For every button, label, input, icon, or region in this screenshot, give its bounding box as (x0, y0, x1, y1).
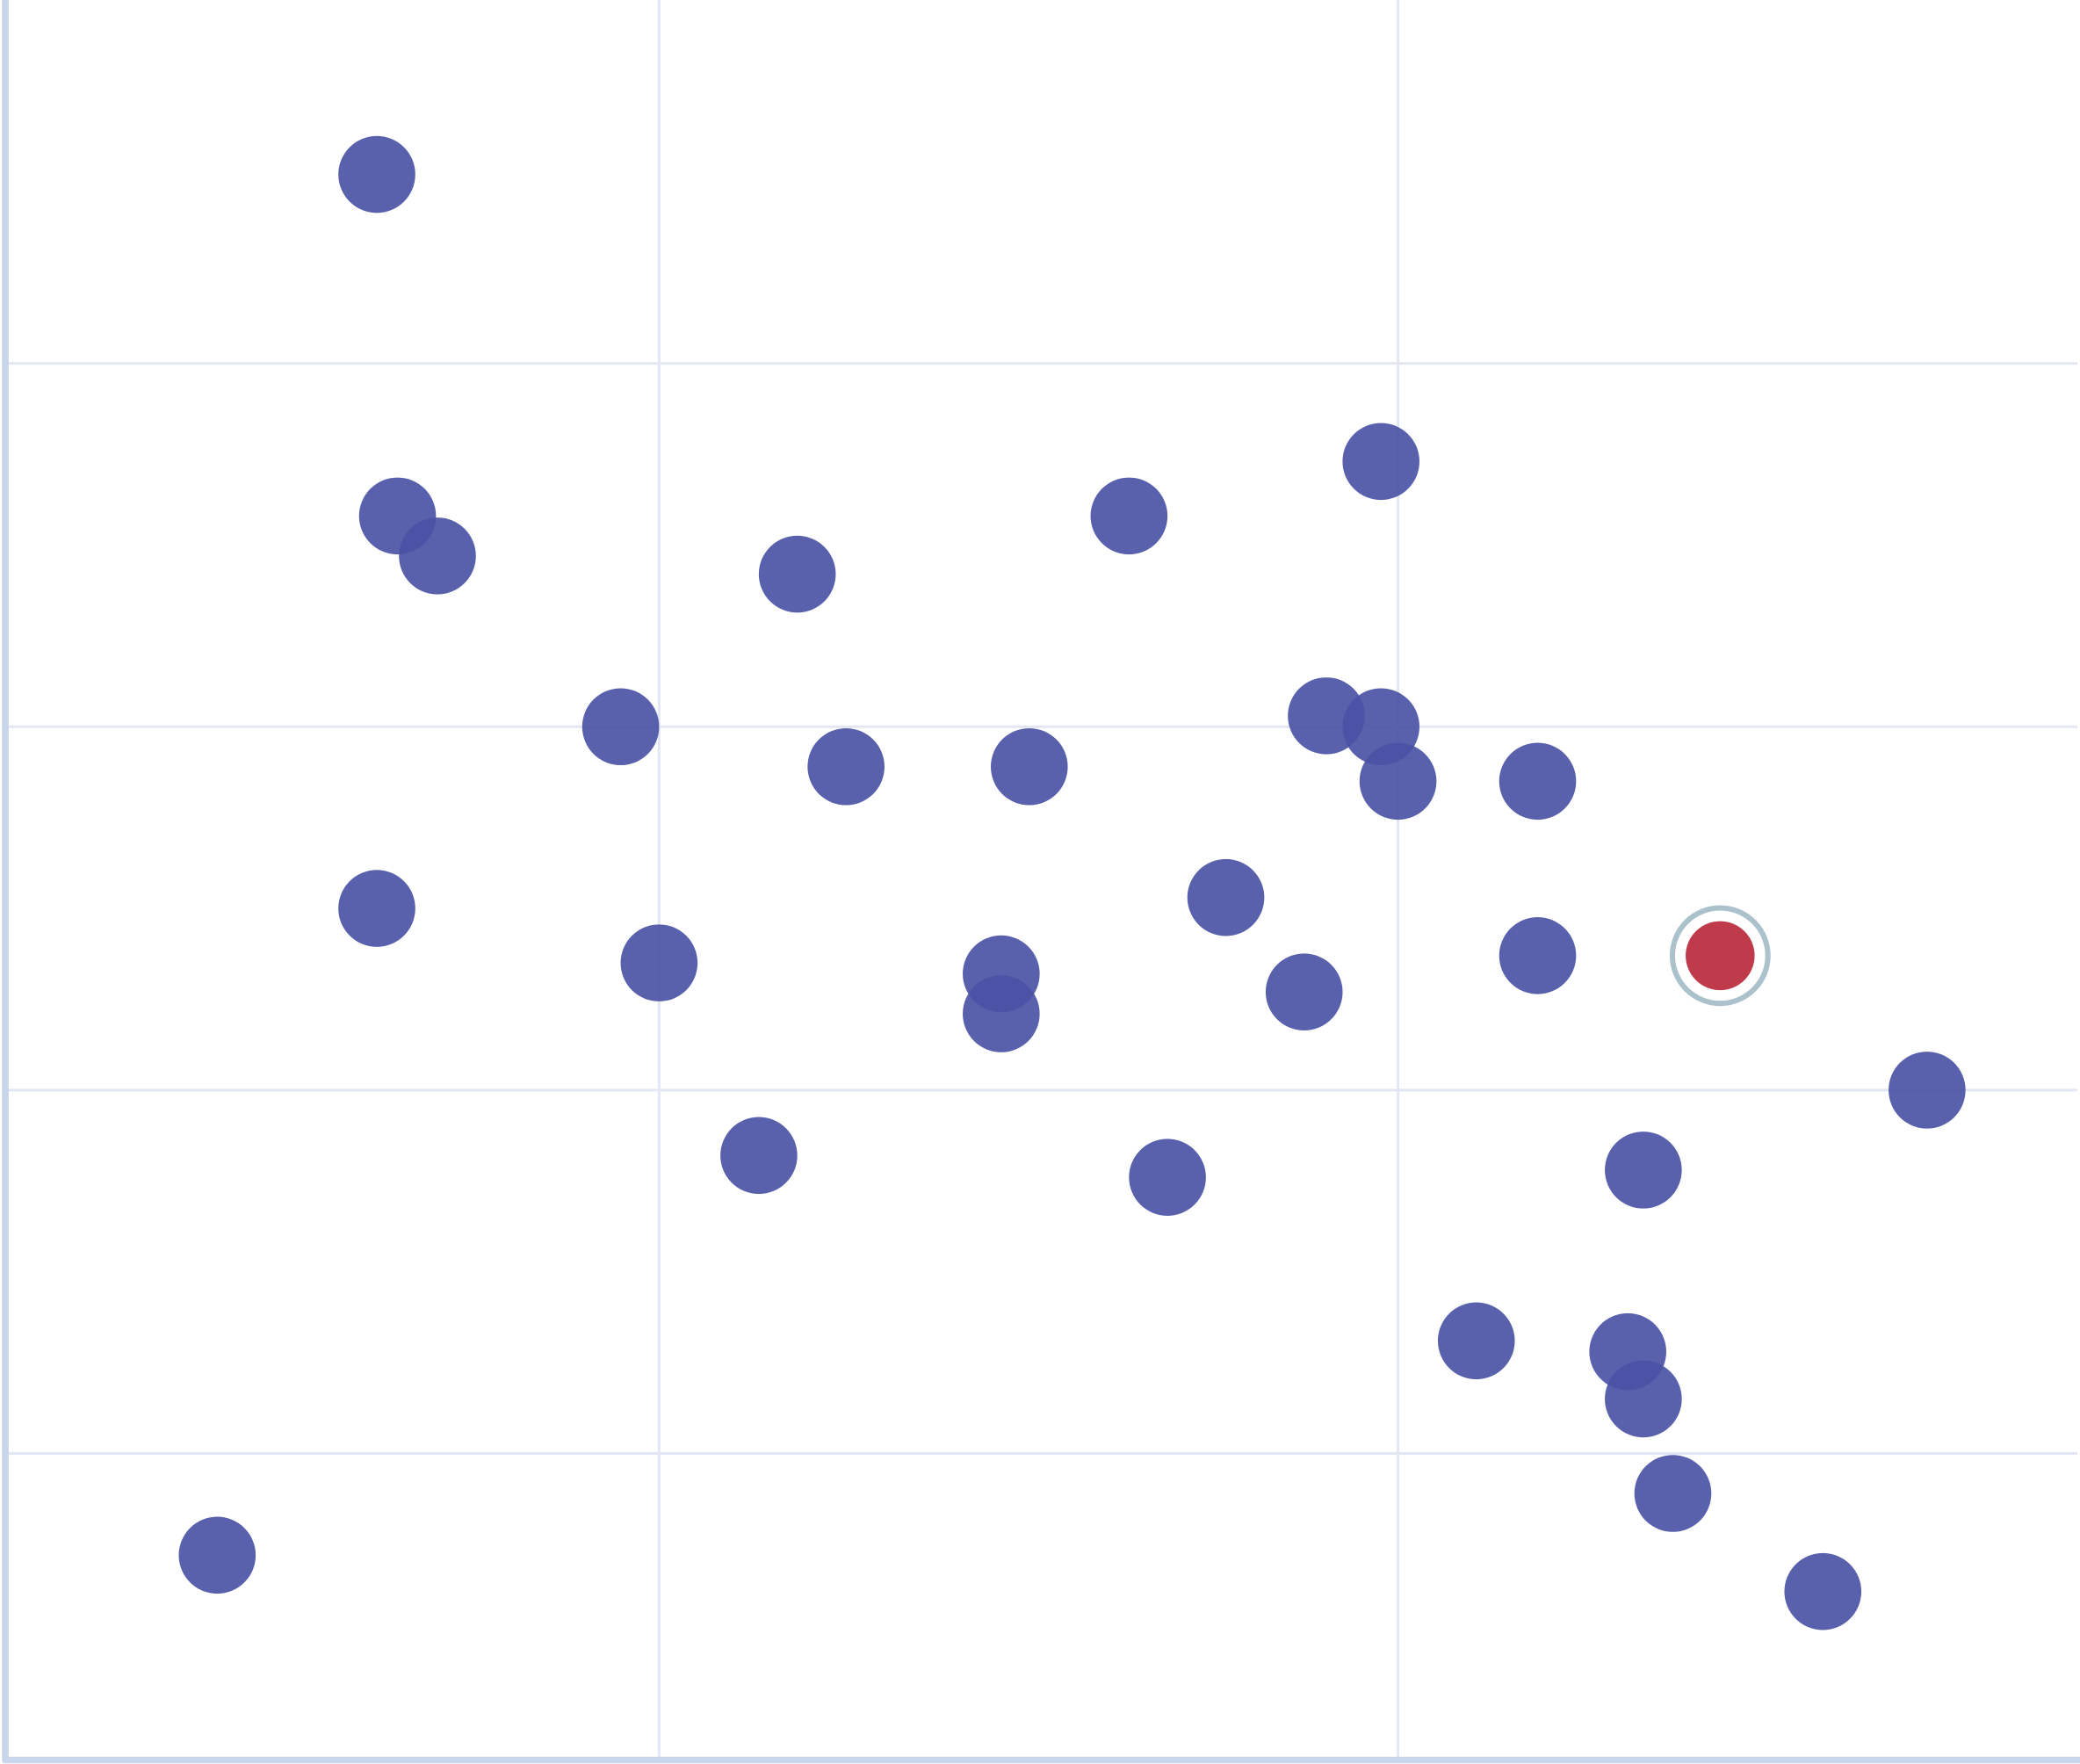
data-point[interactable] (1129, 1139, 1206, 1216)
data-point[interactable] (963, 975, 1040, 1052)
data-point[interactable] (1342, 423, 1420, 501)
data-point[interactable] (720, 1117, 798, 1195)
gridlines (6, 0, 2077, 1759)
data-point[interactable] (1605, 1360, 1682, 1438)
data-point[interactable] (1265, 953, 1343, 1030)
data-points (178, 135, 1966, 1630)
data-point[interactable] (1499, 917, 1577, 994)
data-point[interactable] (338, 870, 415, 947)
data-point[interactable] (581, 688, 660, 766)
data-point[interactable] (399, 517, 476, 595)
data-point[interactable] (1187, 858, 1265, 936)
data-point[interactable] (1634, 1455, 1712, 1532)
data-point[interactable] (807, 727, 885, 806)
data-point[interactable] (620, 924, 698, 1001)
data-point[interactable] (1499, 742, 1577, 821)
data-point[interactable] (1437, 1302, 1515, 1380)
data-point[interactable] (178, 1516, 256, 1594)
data-point[interactable] (338, 135, 415, 213)
data-point[interactable] (1605, 1131, 1682, 1209)
data-point[interactable] (758, 535, 836, 613)
highlighted-data-point[interactable] (1686, 921, 1755, 991)
data-point[interactable] (1889, 1052, 1966, 1129)
data-point[interactable] (1090, 477, 1168, 555)
data-point[interactable] (1359, 742, 1437, 821)
data-point[interactable] (990, 727, 1068, 806)
data-point[interactable] (1784, 1552, 1862, 1630)
